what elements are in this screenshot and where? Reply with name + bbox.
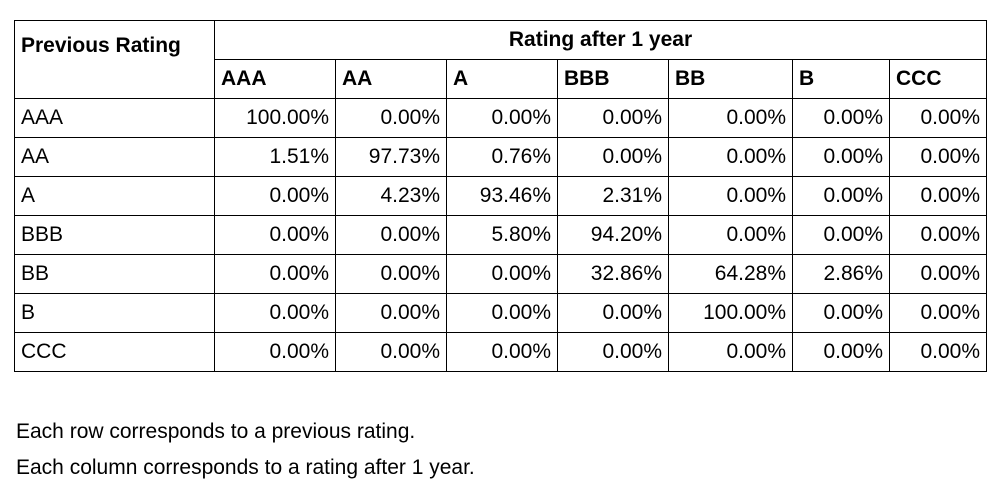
previous-rating-header: Previous Rating [14,20,215,99]
table-cell: 0.00% [214,254,336,294]
table-cell: 0.00% [668,176,793,216]
row-header: A [14,176,215,216]
table-row: B 0.00% 0.00% 0.00% 0.00% 100.00% 0.00% … [14,293,987,333]
table-cell: 0.76% [446,137,558,177]
table-cell: 0.00% [446,332,558,372]
row-header: CCC [14,332,215,372]
table-cell: 0.00% [557,137,669,177]
rating-after-1-year-header: Rating after 1 year [214,20,987,60]
table-row: BBB 0.00% 0.00% 5.80% 94.20% 0.00% 0.00%… [14,215,987,255]
table-cell: 97.73% [335,137,447,177]
table-cell: 0.00% [335,98,447,138]
table-cell: 0.00% [889,332,987,372]
table-cell: 0.00% [557,332,669,372]
table-cell: 0.00% [889,215,987,255]
column-header: AA [335,59,447,99]
table-cell: 0.00% [792,332,890,372]
row-header: AA [14,137,215,177]
table-row: BB 0.00% 0.00% 0.00% 32.86% 64.28% 2.86%… [14,254,987,294]
table-cell: 0.00% [446,293,558,333]
table-row: AAA 100.00% 0.00% 0.00% 0.00% 0.00% 0.00… [14,98,987,138]
table-cell: 0.00% [446,98,558,138]
table-cell: 100.00% [668,293,793,333]
table-cell: 32.86% [557,254,669,294]
table-cell: 0.00% [214,293,336,333]
table-cell: 0.00% [214,176,336,216]
table-notes: Each row corresponds to a previous ratin… [16,414,475,486]
table-cell: 0.00% [889,254,987,294]
note-line: Each column corresponds to a rating afte… [16,456,475,479]
table-cell: 0.00% [889,293,987,333]
row-header: BBB [14,215,215,255]
table-row: CCC 0.00% 0.00% 0.00% 0.00% 0.00% 0.00% … [14,332,987,372]
table-cell: 0.00% [668,215,793,255]
table-cell: 93.46% [446,176,558,216]
table-cell: 5.80% [446,215,558,255]
table-cell: 100.00% [214,98,336,138]
row-header: B [14,293,215,333]
column-header: AAA [214,59,336,99]
table-cell: 0.00% [792,137,890,177]
column-header: BB [668,59,793,99]
table-cell: 0.00% [792,293,890,333]
column-header: BBB [557,59,669,99]
table-cell: 64.28% [668,254,793,294]
table-cell: 4.23% [335,176,447,216]
table-cell: 0.00% [792,176,890,216]
table-cell: 0.00% [446,254,558,294]
table-cell: 1.51% [214,137,336,177]
table-cell: 0.00% [889,137,987,177]
table-cell: 0.00% [889,176,987,216]
row-header: AAA [14,98,215,138]
column-header: CCC [889,59,987,99]
table-cell: 0.00% [335,215,447,255]
table-cell: 0.00% [335,293,447,333]
table-cell: 0.00% [792,215,890,255]
table-cell: 0.00% [792,98,890,138]
row-header: BB [14,254,215,294]
table-row: A 0.00% 4.23% 93.46% 2.31% 0.00% 0.00% 0… [14,176,987,216]
table-cell: 0.00% [557,98,669,138]
column-header: B [792,59,890,99]
table-cell: 0.00% [335,254,447,294]
table-cell: 2.31% [557,176,669,216]
table-cell: 94.20% [557,215,669,255]
table-cell: 0.00% [668,98,793,138]
transition-matrix-table: Previous Rating Rating after 1 year AAA … [14,20,987,372]
table-row: AA 1.51% 97.73% 0.76% 0.00% 0.00% 0.00% … [14,137,987,177]
table-cell: 2.86% [792,254,890,294]
table-cell: 0.00% [214,332,336,372]
column-header: A [446,59,558,99]
table-cell: 0.00% [557,293,669,333]
table-cell: 0.00% [668,332,793,372]
note-line: Each row corresponds to a previous ratin… [16,420,416,443]
table-cell: 0.00% [214,215,336,255]
table-cell: 0.00% [335,332,447,372]
table-cell: 0.00% [668,137,793,177]
table-cell: 0.00% [889,98,987,138]
column-header-row: AAA AA A BBB BB B CCC [15,59,987,99]
